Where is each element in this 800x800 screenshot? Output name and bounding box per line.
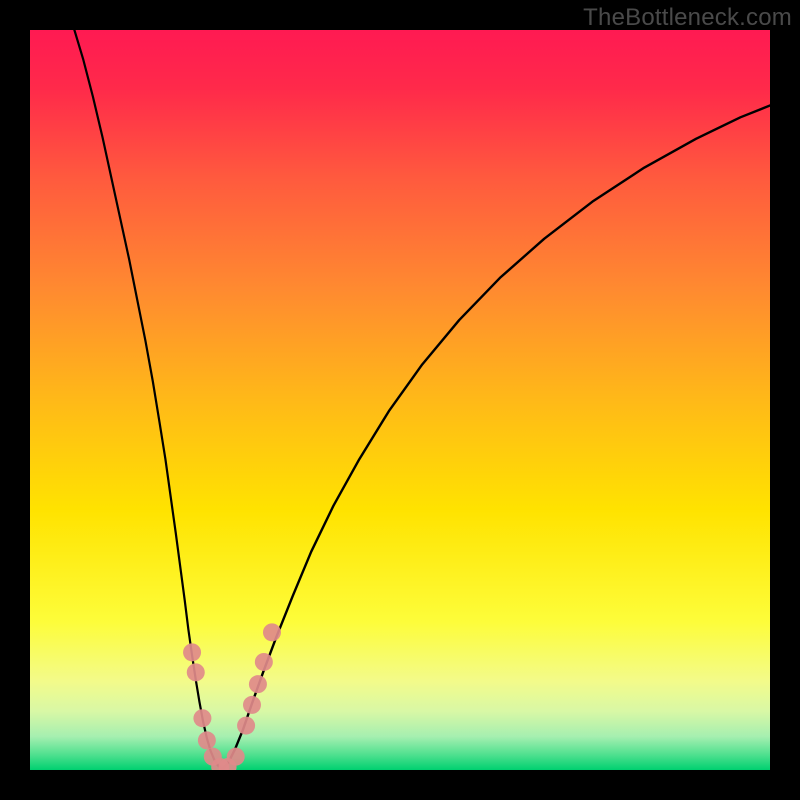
data-marker <box>249 675 267 693</box>
chart-frame: TheBottleneck.com <box>0 0 800 800</box>
data-marker <box>237 717 255 735</box>
data-marker <box>193 709 211 727</box>
data-marker <box>263 623 281 641</box>
gradient-background <box>30 30 770 770</box>
plot-area <box>30 30 770 770</box>
data-marker <box>187 663 205 681</box>
data-marker <box>183 643 201 661</box>
data-marker <box>198 731 216 749</box>
data-marker <box>255 653 273 671</box>
data-marker <box>227 748 245 766</box>
data-marker <box>243 696 261 714</box>
plot-svg <box>30 30 770 770</box>
watermark-text: TheBottleneck.com <box>583 4 792 32</box>
